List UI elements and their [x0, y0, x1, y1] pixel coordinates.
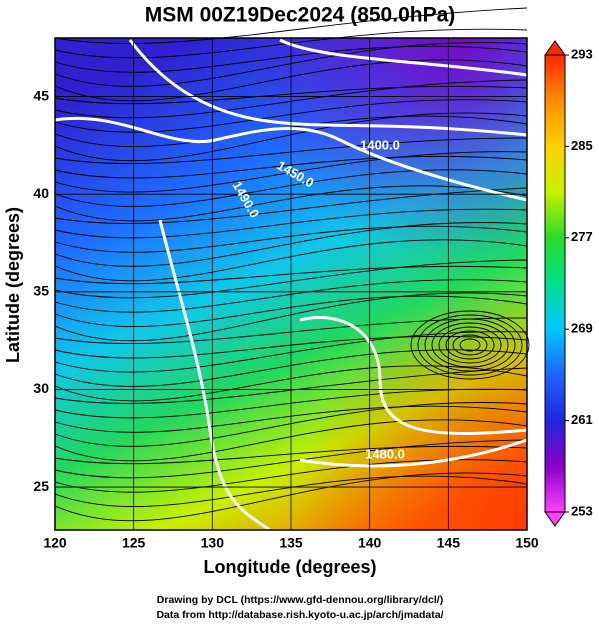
y-tick-label: 30: [33, 380, 49, 396]
streamline: [431, 322, 509, 368]
contour: [128, 39, 528, 137]
streamline: [445, 330, 495, 360]
streamline: [54, 445, 528, 465]
streamline: [54, 28, 528, 59]
streamline: [54, 405, 528, 433]
streamline: [54, 151, 528, 193]
y-label: Latitude (degrees): [3, 207, 23, 363]
credit: Drawing by DCL (https://www.gfd-dennou.o…: [157, 594, 443, 606]
colorbar-tick-label: 293: [571, 46, 593, 61]
streamline: [438, 326, 502, 364]
contour: [299, 316, 528, 435]
streamline: [54, 79, 528, 119]
x-label: Longitude (degrees): [203, 557, 376, 577]
colorbar-tick-label: 277: [571, 229, 593, 244]
streamline: [54, 265, 528, 285]
streamline: [54, 155, 528, 179]
contours: [54, 38, 528, 532]
streamline: [459, 338, 481, 352]
streamline: [54, 292, 528, 342]
contour: [279, 38, 528, 77]
streamline: [410, 310, 530, 380]
streamline: [54, 187, 528, 224]
streamline: [54, 388, 528, 419]
colorbar-tick-label: 285: [571, 138, 593, 153]
x-tick-label: 150: [515, 535, 539, 551]
streamline: [54, 335, 528, 359]
x-tick-label: 140: [358, 535, 382, 551]
streamline: [54, 59, 528, 102]
x-tick-label: 130: [201, 535, 225, 551]
contour: [158, 219, 271, 532]
colorbar: [544, 54, 566, 513]
streamline: [54, 317, 528, 345]
y-tick-label: 40: [33, 185, 49, 201]
contour: [54, 116, 528, 202]
streamline: [54, 208, 528, 239]
contour-label: 1480.0: [365, 446, 405, 461]
streamline: [54, 169, 528, 207]
streamline: [54, 239, 528, 282]
streamline: [54, 112, 528, 162]
streamline: [54, 185, 528, 222]
streamline: [417, 314, 523, 376]
streamline: [54, 331, 528, 373]
frame: [54, 37, 528, 531]
streamline: [54, 475, 528, 508]
streamline: [54, 279, 528, 313]
streamline: [54, 367, 528, 404]
streamline: [54, 419, 528, 462]
streamline: [54, 222, 528, 267]
x-tick-label: 120: [43, 535, 67, 551]
streamline: [54, 225, 528, 253]
x-tick-label: 135: [279, 535, 303, 551]
x-tick-label: 145: [437, 535, 461, 551]
streamline: [54, 439, 528, 479]
colorbar-cap: [544, 511, 566, 527]
streamline: [452, 334, 488, 356]
credit: Data from http://database.rish.kyoto-u.a…: [156, 609, 443, 621]
streamline: [54, 349, 528, 387]
plot-area: [54, 7, 530, 532]
streamline: [54, 402, 528, 447]
x-tick-label: 125: [122, 535, 146, 551]
streamline: [54, 7, 528, 44]
colorbar-tick-label: 253: [571, 503, 593, 518]
colorbar-cap: [544, 40, 566, 56]
title: MSM 00Z19Dec2024 (850.0hPa): [145, 4, 456, 27]
streamline: [54, 472, 528, 522]
colorbar-tick-label: 261: [571, 412, 593, 427]
contour: [299, 438, 528, 468]
contour-label: 1400.0: [360, 137, 400, 152]
streamline: [54, 45, 528, 73]
y-tick-label: 45: [33, 87, 49, 103]
streamline: [54, 295, 528, 328]
colorbar-tick-label: 269: [571, 321, 593, 336]
streamline: [54, 259, 528, 299]
streamline: [424, 318, 516, 372]
y-tick-label: 25: [33, 478, 49, 494]
streamline: [54, 42, 528, 87]
streamline: [54, 137, 528, 165]
y-tick-label: 35: [33, 283, 49, 299]
